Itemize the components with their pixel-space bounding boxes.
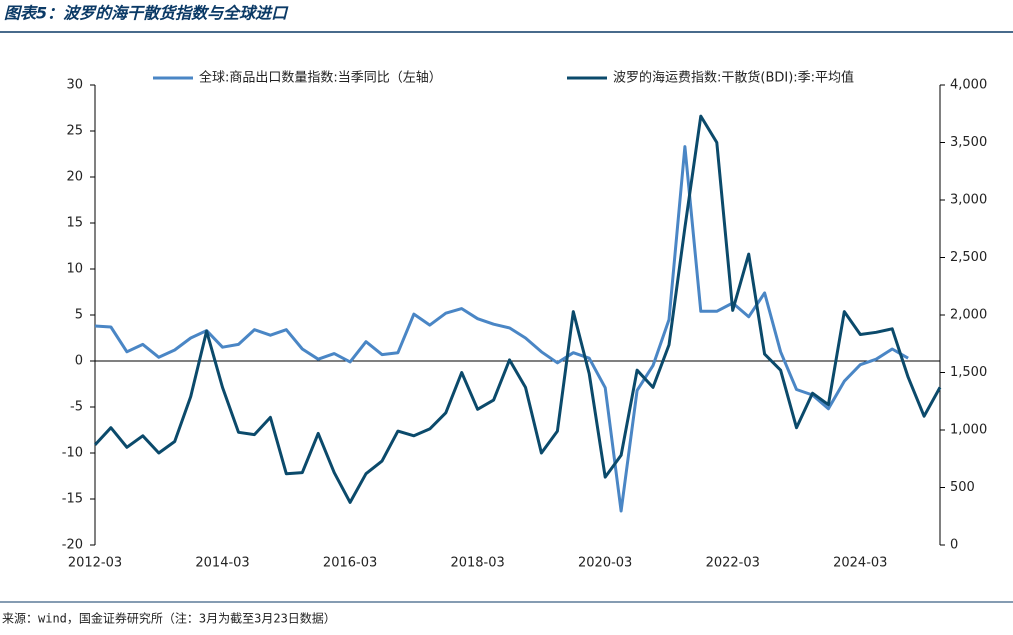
- y2-tick-label: 3,000: [950, 193, 987, 208]
- x-tick-label: 2020-03: [578, 556, 632, 571]
- y2-tick-label: 3,500: [950, 135, 987, 150]
- y2-tick-label: 2,000: [950, 308, 987, 323]
- x-tick-label: 2012-03: [68, 556, 122, 571]
- y2-tick-label: 2,500: [950, 250, 987, 265]
- x-tick-label: 2022-03: [706, 556, 760, 571]
- source-note: 来源：wind，国金证券研究所（注：3月为截至3月23日数据）: [2, 611, 336, 626]
- x-tick-label: 2024-03: [833, 556, 887, 571]
- y-tick-label: -5: [70, 400, 83, 415]
- y-tick-label: 5: [75, 308, 83, 323]
- y-tick-label: -20: [62, 538, 83, 553]
- legend-label: 波罗的海运费指数:干散货(BDI):季:平均值: [613, 70, 854, 86]
- series-line: [93, 114, 942, 504]
- y-tick-label: 15: [66, 216, 83, 231]
- x-tick-label: 2016-03: [323, 556, 377, 571]
- series-line: [94, 145, 909, 513]
- y-tick-label: -15: [62, 492, 83, 507]
- y-tick-label: 20: [66, 170, 83, 185]
- y2-tick-label: 4,000: [950, 78, 987, 93]
- y-tick-label: 30: [66, 78, 83, 93]
- x-tick-label: 2014-03: [195, 556, 249, 571]
- y2-tick-label: 1,500: [950, 365, 987, 380]
- y2-tick-label: 1,000: [950, 423, 987, 438]
- y-tick-label: 25: [66, 124, 83, 139]
- legend-label: 全球:商品出口数量指数:当季同比（左轴）: [199, 70, 442, 86]
- x-tick-label: 2018-03: [450, 556, 504, 571]
- chart-title: 图表5：波罗的海干散货指数与全球进口: [4, 4, 289, 23]
- y2-tick-label: 500: [950, 480, 975, 495]
- y-tick-label: 10: [66, 262, 83, 277]
- y-tick-label: 0: [75, 354, 83, 369]
- y-tick-label: -10: [62, 446, 83, 461]
- y2-tick-label: 0: [950, 538, 958, 553]
